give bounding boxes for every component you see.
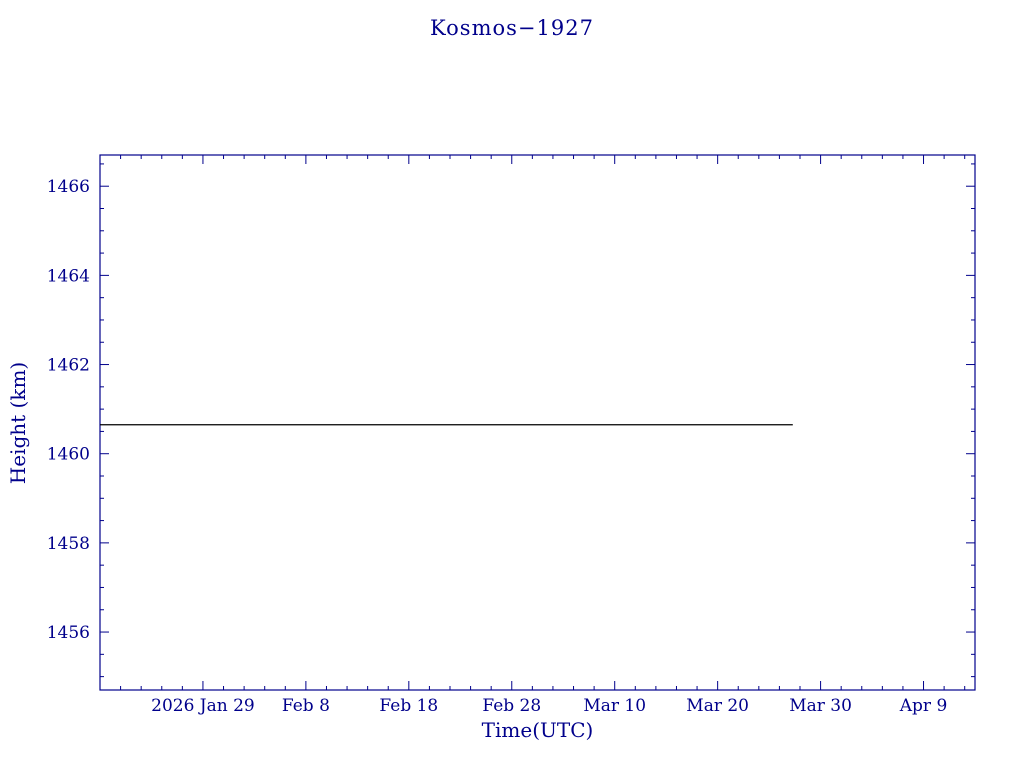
x-axis-label: Time(UTC) bbox=[481, 718, 594, 742]
x-tick-label: Mar 20 bbox=[686, 696, 749, 716]
y-tick-label: 1458 bbox=[47, 534, 90, 554]
y-tick-label: 1464 bbox=[47, 266, 90, 286]
y-tick-label: 1460 bbox=[47, 445, 90, 465]
x-tick-label: Feb 28 bbox=[482, 696, 541, 716]
x-tick-label: Feb 8 bbox=[282, 696, 330, 716]
x-tick-label: Mar 30 bbox=[789, 696, 852, 716]
x-tick-label: 2026 Jan 29 bbox=[151, 696, 255, 716]
y-tick-label: 1456 bbox=[47, 623, 90, 643]
x-tick-label: Apr 9 bbox=[899, 696, 948, 716]
plot-border bbox=[99, 154, 976, 691]
y-tick-label: 1462 bbox=[47, 356, 90, 376]
chart-title: Kosmos−1927 bbox=[430, 16, 594, 40]
x-tick-label: Feb 18 bbox=[379, 696, 438, 716]
y-tick-label: 1466 bbox=[47, 177, 90, 197]
x-tick-label: Mar 10 bbox=[583, 696, 646, 716]
